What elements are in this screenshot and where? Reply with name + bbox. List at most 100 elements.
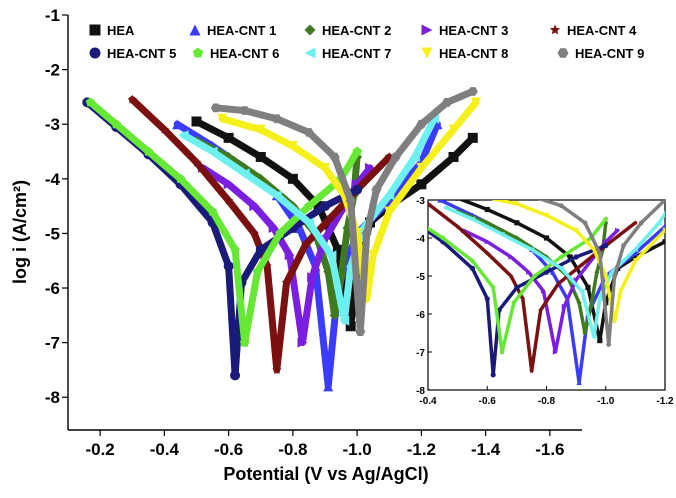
inset-data-point xyxy=(612,273,618,279)
inset-data-point xyxy=(470,258,475,263)
x-tick-label: -1.4 xyxy=(471,440,501,459)
data-point xyxy=(352,184,363,195)
data-point xyxy=(390,152,401,162)
data-point xyxy=(249,201,260,212)
inset-data-point xyxy=(428,201,431,206)
inset-data-point xyxy=(582,330,588,336)
inset-data-point xyxy=(582,220,588,226)
inset-data-point xyxy=(455,200,461,201)
data-point xyxy=(467,132,478,143)
inset-data-point xyxy=(526,269,532,275)
inset-data-point xyxy=(543,212,550,218)
inset-series-group xyxy=(428,188,665,385)
inset-data-point xyxy=(490,284,496,290)
data-point xyxy=(297,337,308,348)
data-point xyxy=(191,157,202,167)
inset-series-line xyxy=(428,229,608,377)
inset-data-point xyxy=(443,205,449,211)
data-point xyxy=(329,152,340,162)
data-point xyxy=(111,119,121,129)
data-point xyxy=(210,103,221,113)
inset-data-point xyxy=(591,246,597,252)
inset-x-tick-label: -0.4 xyxy=(419,396,437,407)
inset-data-point xyxy=(511,300,517,305)
legend-marker xyxy=(304,24,316,36)
legend-label: HEA xyxy=(107,23,135,38)
inset-data-point xyxy=(603,243,609,249)
inset-data-point xyxy=(632,220,638,225)
legend-label: HEA-CNT 4 xyxy=(567,23,637,38)
data-point xyxy=(207,146,218,157)
y-axis-title: log i (A/cm²) xyxy=(10,180,30,284)
inset-data-point xyxy=(561,303,567,309)
inset-data-point xyxy=(573,254,579,260)
data-point xyxy=(352,146,362,156)
legend-marker xyxy=(89,47,101,59)
inset-data-point xyxy=(620,243,627,248)
data-point xyxy=(287,141,298,152)
data-point xyxy=(178,130,189,141)
inset-data-point xyxy=(440,235,446,241)
data-point xyxy=(262,261,272,271)
inset-data-point xyxy=(585,284,591,290)
inset-data-point xyxy=(612,319,618,325)
inset-data-point xyxy=(540,288,547,294)
legend-marker xyxy=(304,47,316,59)
data-point xyxy=(159,124,170,134)
inset-data-point xyxy=(529,194,534,199)
x-axis-title: Potential (V vs Ag/AgCl) xyxy=(223,464,428,484)
inset-data-point xyxy=(479,194,484,199)
y-tick-label: -7 xyxy=(45,334,60,353)
data-point xyxy=(275,228,285,238)
data-point xyxy=(207,206,218,216)
inset-data-point xyxy=(529,246,535,252)
data-point xyxy=(85,97,96,107)
data-point xyxy=(345,196,356,205)
inset-data-point xyxy=(538,307,543,313)
series-line xyxy=(87,98,361,347)
inset-data-point xyxy=(576,300,582,306)
data-point xyxy=(416,119,427,129)
inset-x-tick-label: -0.6 xyxy=(479,396,497,407)
inset-y-tick-label: -5 xyxy=(416,272,425,283)
inset-data-point xyxy=(552,349,558,355)
data-point xyxy=(255,151,266,162)
inset-data-point xyxy=(500,188,505,193)
inset-data-point xyxy=(662,239,665,245)
data-point xyxy=(320,162,330,173)
data-point xyxy=(143,146,154,156)
data-point xyxy=(304,201,314,211)
legend-label: HEA-CNT 9 xyxy=(575,46,644,61)
inset-data-point xyxy=(588,303,594,309)
inset-data-point xyxy=(490,372,496,378)
x-tick-label: -1.6 xyxy=(535,440,564,459)
x-tick-label: -0.6 xyxy=(214,440,243,459)
inset-y-tick-label: -8 xyxy=(416,386,425,397)
main-axes: -1 -2 -3 -4 -5 -6 -7 -8 -0.2 -0.4 -0.6 -0.8 -1.0 -1.2… xyxy=(45,6,582,459)
data-point xyxy=(384,190,395,201)
legend-marker xyxy=(192,47,204,58)
inset-y-tick-label: -7 xyxy=(416,348,425,359)
y-tick-label: -1 xyxy=(45,6,60,25)
y-tick-label: -6 xyxy=(45,279,60,298)
inset-data-point xyxy=(579,262,585,267)
legend-marker xyxy=(89,24,101,36)
inset-data-point xyxy=(606,342,612,347)
legend-marker xyxy=(189,24,201,36)
data-point xyxy=(223,261,234,272)
inset-data-point xyxy=(638,220,644,226)
data-point xyxy=(191,116,202,127)
data-point xyxy=(239,337,250,347)
legend-label: HEA-CNT 5 xyxy=(107,46,176,61)
inset-series-line xyxy=(428,201,638,373)
inset-data-point xyxy=(484,250,490,256)
inset-data-point xyxy=(558,265,564,271)
data-point xyxy=(364,162,375,173)
inset-data-point xyxy=(609,269,615,275)
inset-data-point xyxy=(603,239,609,245)
data-point xyxy=(127,94,137,104)
legend-label: HEA-CNT 8 xyxy=(439,46,508,61)
inset-data-point xyxy=(594,269,600,275)
inset-data-point xyxy=(484,296,490,302)
data-point xyxy=(384,206,395,217)
